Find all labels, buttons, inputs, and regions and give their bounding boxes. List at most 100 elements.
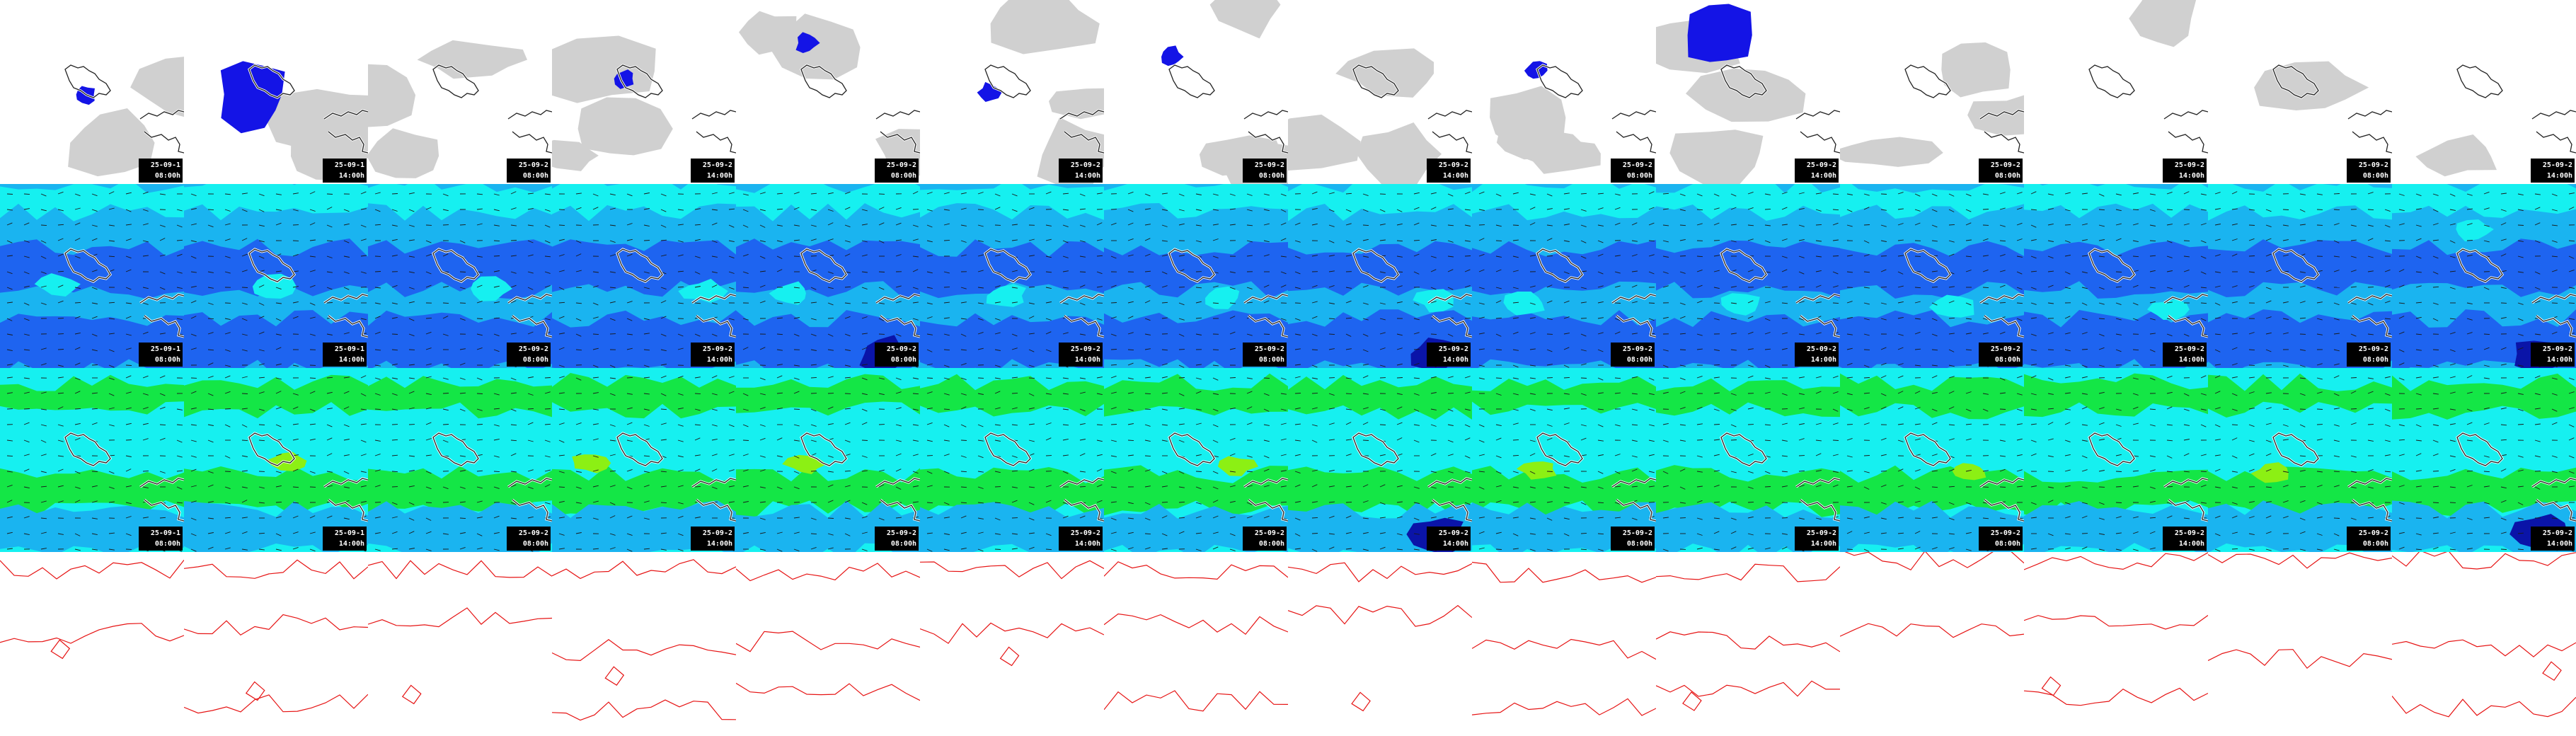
- wind-arrow: [1747, 191, 1754, 195]
- wind-arrow: [793, 207, 800, 210]
- wind-arrow: [1028, 316, 1035, 319]
- wind-arrow: [1413, 332, 1420, 335]
- wind-arrow: [1127, 287, 1134, 290]
- weather-map: [2208, 552, 2392, 736]
- wind-arrow: [108, 532, 115, 534]
- wind-arrow: [374, 532, 381, 534]
- wind-arrow: [1096, 454, 1103, 456]
- wind-arrow: [309, 377, 316, 379]
- wind-arrow: [2384, 424, 2391, 427]
- wind-arrow: [2132, 192, 2139, 195]
- wind-arrow: [40, 424, 47, 427]
- wind-arrow: [74, 533, 81, 536]
- wind-arrow: [1897, 301, 1904, 304]
- wind-arrow: [1280, 454, 1287, 456]
- weather-map: [736, 184, 920, 368]
- cloud-cover-area: [1941, 42, 2011, 98]
- wind-arrow: [1345, 333, 1352, 337]
- wind-arrow: [878, 377, 885, 380]
- wind-arrow: [241, 238, 248, 241]
- wind-arrow: [2483, 517, 2490, 519]
- wind-arrow: [1246, 377, 1253, 379]
- wind-arrow: [2568, 471, 2575, 474]
- wind-arrow: [1495, 500, 1502, 503]
- wind-arrow: [943, 408, 950, 410]
- isobar-line: [1844, 552, 2024, 571]
- wind-arrow: [1846, 485, 1853, 488]
- wind-arrow: [2398, 362, 2405, 366]
- wind-arrow: [943, 333, 950, 336]
- wind-arrow: [1195, 408, 1202, 410]
- wind-arrow: [2231, 253, 2238, 257]
- wind-arrow: [2166, 391, 2173, 394]
- wind-arrow: [241, 531, 248, 534]
- wind-arrow: [1161, 439, 1168, 442]
- wind-arrow: [1679, 333, 1686, 335]
- wind-arrow: [1195, 193, 1202, 195]
- wind-arrow: [2047, 302, 2054, 304]
- mainland-coastline: [1064, 315, 1104, 338]
- wind-arrow: [1631, 333, 1638, 335]
- wind-arrow: [1328, 515, 1335, 519]
- wind-arrow: [1379, 347, 1386, 350]
- wind-arrow: [2299, 393, 2306, 396]
- wind-arrow: [1079, 224, 1086, 227]
- wind-arrow: [1546, 255, 1553, 257]
- wind-arrow: [960, 254, 967, 257]
- mainland-coastline: [2168, 499, 2208, 522]
- wind-arrow: [1880, 532, 1887, 534]
- wind-arrow: [1011, 333, 1018, 337]
- wind-arrow: [626, 238, 633, 241]
- wind-arrow: [2350, 455, 2357, 458]
- wind-arrow: [1127, 547, 1134, 550]
- map-panel: [920, 552, 1104, 736]
- wind-arrow: [1914, 500, 1921, 503]
- wind-arrow: [360, 224, 367, 228]
- wind-arrow: [1815, 332, 1822, 335]
- wind-arrow: [1096, 484, 1103, 488]
- wind-arrow: [326, 207, 333, 210]
- timestamp-label: 25-09-2 08:00h: [1243, 527, 1287, 551]
- wind-arrow: [1178, 318, 1185, 321]
- wind-arrow: [74, 486, 81, 489]
- wind-arrow: [125, 209, 132, 212]
- wind-arrow: [827, 455, 834, 458]
- timestamp-time: 08:00h: [1626, 172, 1652, 180]
- wind-arrow: [241, 270, 248, 272]
- mainland-coastline: [1800, 131, 1840, 154]
- wind-arrow: [1679, 406, 1686, 410]
- wind-arrow: [1328, 348, 1335, 350]
- wind-arrow: [1965, 222, 1972, 226]
- map-panel: 25-09-2 14:00h: [2392, 0, 2576, 184]
- wind-arrow: [2415, 224, 2422, 227]
- weather-map: [368, 552, 552, 736]
- humidity-patch: [1503, 292, 1545, 316]
- wind-arrow: [142, 287, 149, 289]
- wind-arrow: [2231, 548, 2238, 550]
- wind-arrow: [827, 302, 834, 306]
- wind-arrow: [425, 284, 432, 288]
- wind-arrow: [2500, 468, 2507, 472]
- wind-arrow: [493, 408, 500, 410]
- map-panel: 25-09-2 14:00h: [1288, 368, 1472, 552]
- wind-arrow: [408, 531, 415, 534]
- timestamp-date: 25-09-2: [1990, 345, 2020, 353]
- wind-arrow: [1495, 455, 1502, 459]
- humidity-band: [184, 310, 368, 368]
- wind-arrow: [1161, 471, 1168, 474]
- wind-arrow: [1597, 349, 1604, 352]
- wind-arrow: [408, 239, 415, 241]
- wind-arrow: [1965, 438, 1972, 441]
- wind-arrow: [74, 287, 81, 289]
- wind-arrow: [1396, 422, 1403, 425]
- mainland-coastline: [2347, 478, 2392, 488]
- wind-arrow: [2248, 332, 2255, 335]
- wind-arrow: [1781, 471, 1788, 473]
- wind-arrow: [1730, 517, 1737, 521]
- wind-arrow: [1512, 192, 1519, 195]
- wind-arrow: [1212, 471, 1219, 474]
- wind-arrow: [425, 486, 432, 490]
- wind-arrow: [142, 517, 149, 519]
- isobar-line: [368, 560, 552, 580]
- wind-arrow: [558, 422, 565, 425]
